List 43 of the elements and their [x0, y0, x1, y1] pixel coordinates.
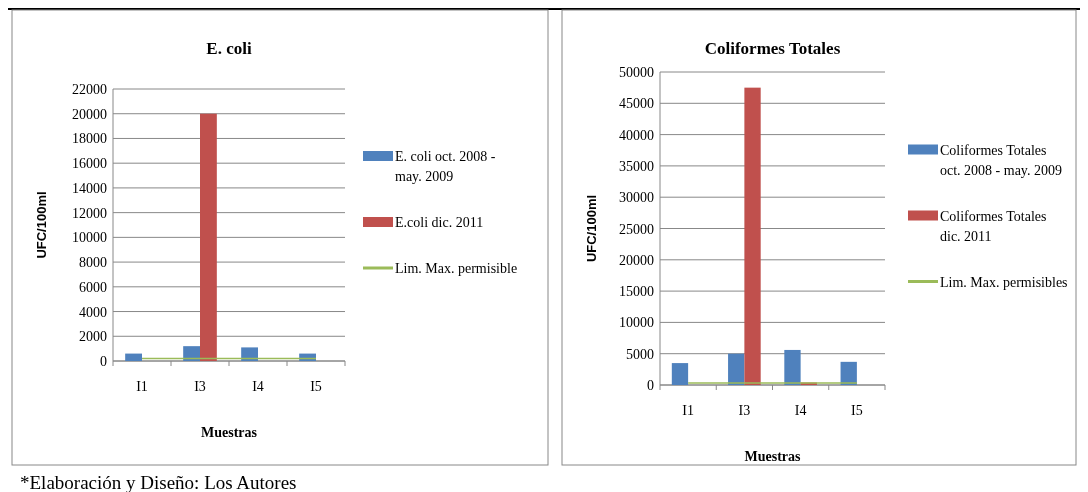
chart-title: Coliformes Totales [704, 39, 841, 58]
y-tick-label: 50000 [619, 65, 654, 80]
y-tick-label: 10000 [619, 315, 654, 331]
x-axis-title: Muestras [201, 425, 258, 440]
chart-title: E. coli [206, 39, 252, 58]
x-axis-title: Muestras [744, 449, 802, 464]
y-tick-label: 10000 [72, 230, 107, 246]
y-tick-label: 12000 [72, 205, 107, 221]
x-tick-label: I4 [252, 379, 264, 394]
x-tick-label: I1 [682, 403, 694, 418]
legend-label: Coliformes Totales dic. 2011 [940, 208, 1047, 244]
legend-label: E.coli dic. 2011 [395, 215, 484, 230]
x-tick-label: I3 [194, 379, 206, 394]
y-tick-label: 18000 [72, 131, 107, 147]
y-tick-label: 4000 [79, 304, 107, 320]
legend-label: Lim. Max. permisibles [940, 274, 1068, 290]
y-tick-label: 16000 [72, 156, 107, 172]
y-tick-label: 0 [647, 378, 654, 393]
x-tick-label: I3 [738, 403, 751, 418]
x-tick-label: I5 [310, 379, 322, 394]
x-tick-label: I5 [851, 403, 863, 418]
y-tick-label: 25000 [619, 221, 654, 237]
y-tick-label: 14000 [72, 180, 107, 196]
y-axis-title: UFC/100ml [34, 191, 49, 259]
x-tick-label: I1 [136, 379, 148, 394]
y-tick-label: 2000 [79, 329, 107, 345]
y-tick-label: 22000 [72, 82, 107, 97]
y-tick-label: 45000 [619, 96, 654, 112]
y-tick-label: 20000 [619, 252, 654, 268]
y-tick-label: 40000 [619, 127, 654, 143]
y-tick-label: 6000 [79, 279, 107, 295]
y-tick-label: 15000 [619, 284, 654, 300]
legend-label: Lim. Max. permisible [395, 261, 518, 276]
x-tick-label: I4 [794, 403, 807, 418]
y-axis-title: UFC/100ml [584, 194, 599, 263]
legend-label: E. coli oct. 2008 - may. 2009 [395, 149, 496, 184]
y-tick-label: 8000 [79, 255, 107, 271]
legend-label: Coliformes Totales oct. 2008 - may. 2009 [940, 142, 1062, 178]
y-tick-label: 5000 [626, 346, 654, 362]
y-tick-label: 20000 [72, 106, 107, 122]
y-tick-label: 35000 [619, 158, 654, 174]
y-tick-label: 30000 [619, 190, 654, 206]
y-tick-label: 0 [100, 354, 107, 369]
